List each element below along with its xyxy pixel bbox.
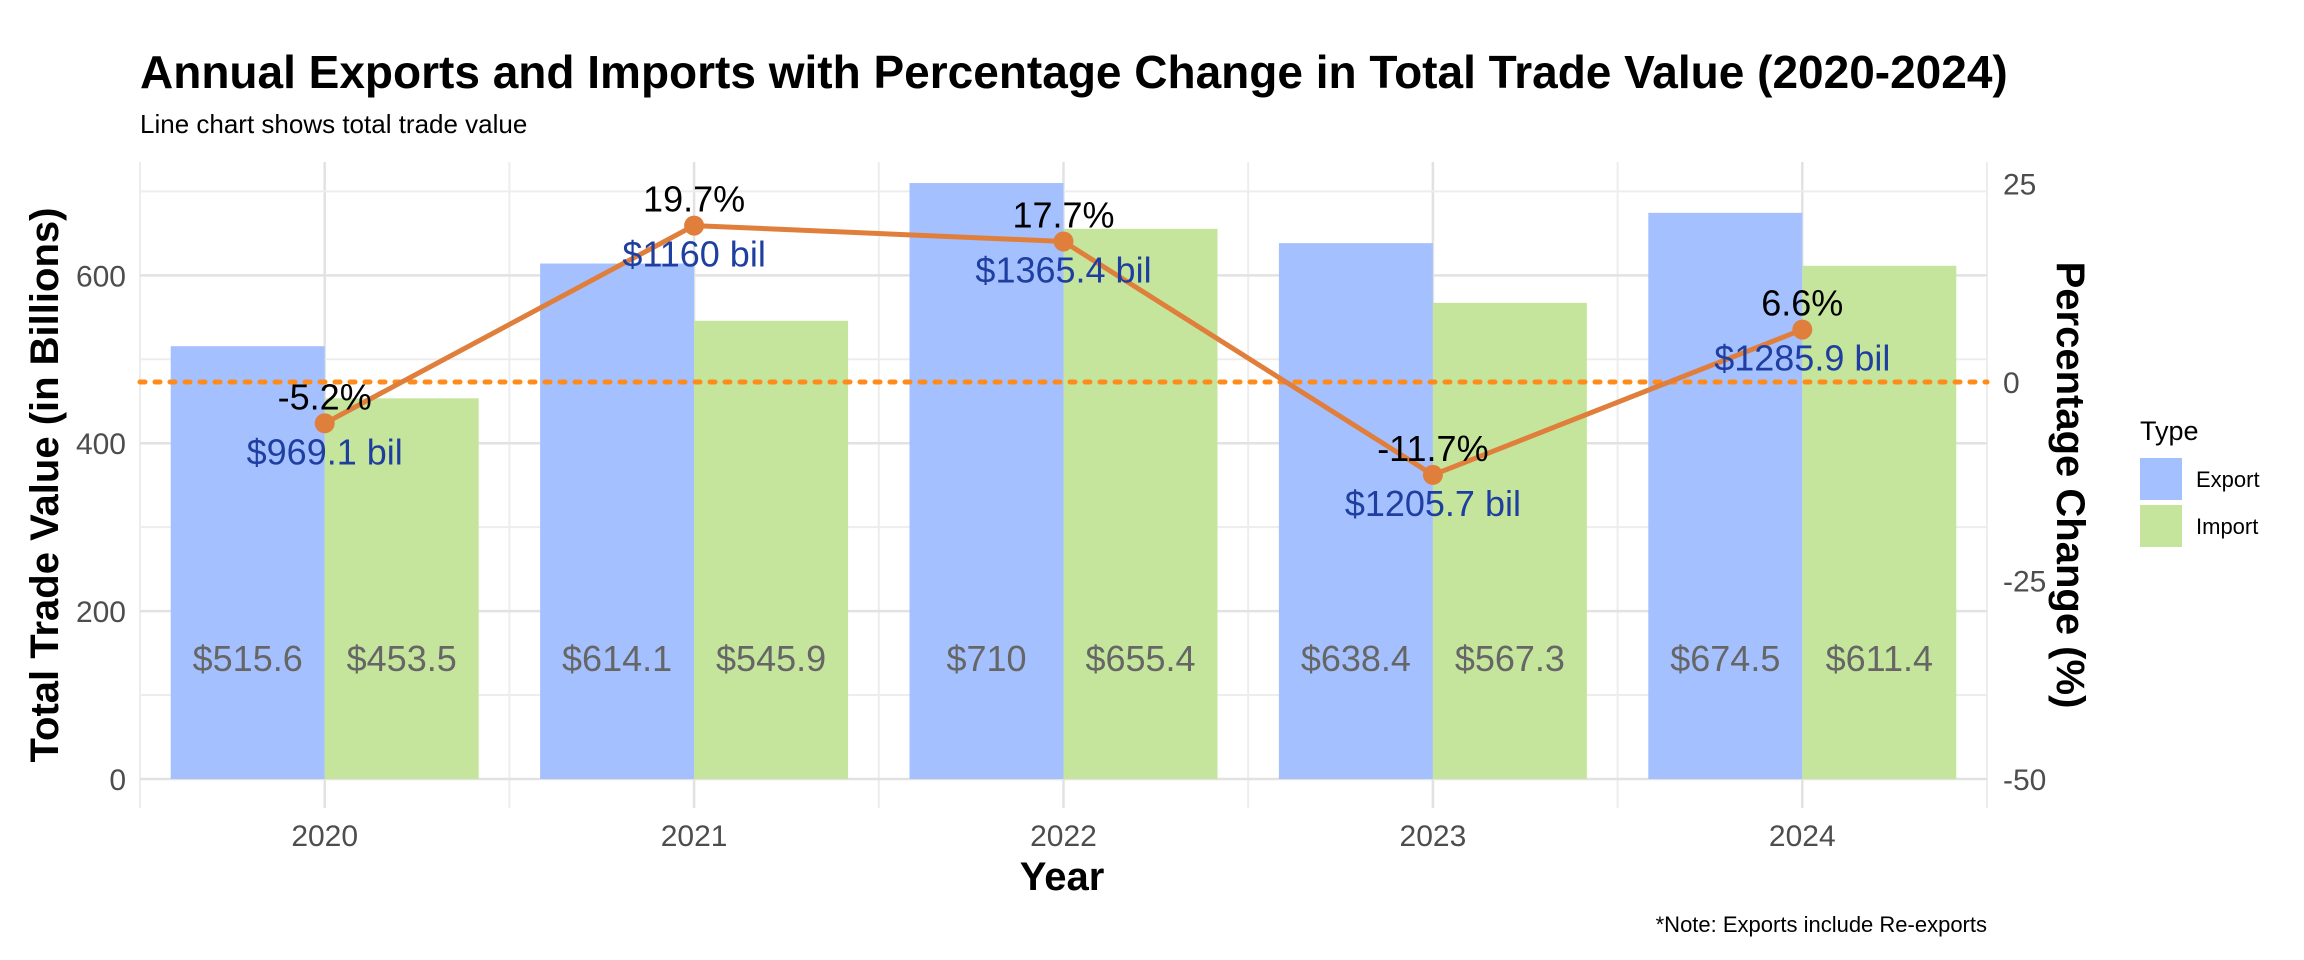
pct-point-2021 bbox=[684, 215, 705, 236]
bar-export-2020 bbox=[170, 346, 325, 779]
y2-axis-ticks: 25 0 -25 -50 bbox=[2003, 169, 2046, 798]
y-axis-title: Total Trade Value (in Billions) bbox=[23, 208, 67, 763]
bar-export-2021 bbox=[540, 263, 695, 779]
x-tick-label: 2020 bbox=[291, 820, 358, 853]
pct-label-2024: 6.6% bbox=[1761, 283, 1843, 324]
bar-value-labels: $515.6 $614.1 $710 $638.4 $674.5 $453.5 $545.9… bbox=[193, 638, 1933, 679]
line-labels: -5.2% $969.1 bil 19.7% $1160 bil 17.7% $1365.… bbox=[247, 179, 1891, 524]
x-axis-ticks: 2020 2021 2022 2023 2024 bbox=[291, 820, 1835, 853]
y2-tick-label: 0 bbox=[2003, 367, 2020, 400]
bars bbox=[170, 183, 1957, 779]
pct-point-2023 bbox=[1422, 464, 1443, 485]
y2-tick-label: -50 bbox=[2003, 764, 2046, 797]
chart-title: Annual Exports and Imports with Percenta… bbox=[140, 46, 2008, 98]
pct-point-2020 bbox=[314, 413, 335, 434]
pct-label-2023: -11.7% bbox=[1377, 428, 1488, 469]
bar-import-2022 bbox=[1063, 228, 1218, 779]
x-tick-label: 2023 bbox=[1400, 820, 1467, 853]
pct-label-2021: 19.7% bbox=[643, 179, 745, 220]
y-tick-label: 600 bbox=[76, 260, 126, 293]
total-label-2022: $1365.4 bil bbox=[975, 249, 1151, 290]
y2-axis-title: Percentage Change (%) bbox=[2048, 262, 2092, 709]
legend-label-import: Import bbox=[2196, 514, 2258, 539]
bar-export-2023 bbox=[1278, 243, 1433, 779]
bar-label-export-2022: $710 bbox=[946, 638, 1026, 679]
y-tick-label: 0 bbox=[109, 764, 126, 797]
bar-label-export-2023: $638.4 bbox=[1301, 638, 1411, 679]
total-label-2021: $1160 bil bbox=[622, 234, 765, 275]
pct-label-2020: -5.2% bbox=[278, 376, 372, 417]
y2-tick-label: -25 bbox=[2003, 566, 2046, 599]
bar-export-2022 bbox=[909, 183, 1064, 779]
pct-point-2024 bbox=[1792, 319, 1813, 340]
legend-key-export bbox=[2140, 458, 2182, 500]
total-label-2024: $1285.9 bil bbox=[1714, 338, 1890, 379]
total-label-2020: $969.1 bil bbox=[247, 431, 403, 472]
bar-export-2024 bbox=[1648, 212, 1803, 779]
x-tick-label: 2022 bbox=[1030, 820, 1097, 853]
bar-import-2021 bbox=[694, 320, 849, 779]
bar-label-import-2022: $655.4 bbox=[1085, 638, 1195, 679]
x-tick-label: 2021 bbox=[661, 820, 728, 853]
legend: Type Export Import bbox=[2140, 416, 2260, 547]
y2-tick-label: 25 bbox=[2003, 169, 2036, 202]
y-axis-ticks: 0 200 400 600 bbox=[76, 260, 126, 797]
pct-point-2022 bbox=[1053, 231, 1074, 252]
bar-label-import-2021: $545.9 bbox=[716, 638, 826, 679]
legend-label-export: Export bbox=[2196, 467, 2260, 492]
bar-import-2020 bbox=[324, 398, 479, 779]
x-tick-label: 2024 bbox=[1769, 820, 1836, 853]
pct-label-2022: 17.7% bbox=[1012, 194, 1114, 235]
legend-title: Type bbox=[2140, 416, 2199, 446]
bar-label-export-2024: $674.5 bbox=[1670, 638, 1780, 679]
bar-label-import-2020: $453.5 bbox=[347, 638, 457, 679]
bar-import-2023 bbox=[1432, 302, 1587, 779]
x-axis-title: Year bbox=[1020, 855, 1105, 899]
bar-import-2024 bbox=[1802, 265, 1957, 779]
chart-subtitle: Line chart shows total trade value bbox=[140, 109, 527, 139]
bar-label-import-2024: $611.4 bbox=[1826, 638, 1933, 679]
bar-label-export-2021: $614.1 bbox=[562, 638, 672, 679]
legend-key-import bbox=[2140, 505, 2182, 547]
chart-caption: *Note: Exports include Re-exports bbox=[1656, 912, 1987, 937]
bar-label-import-2023: $567.3 bbox=[1455, 638, 1565, 679]
bar-label-export-2020: $515.6 bbox=[193, 638, 303, 679]
total-trade-line bbox=[314, 215, 1813, 485]
total-label-2023: $1205.7 bil bbox=[1345, 483, 1521, 524]
y-tick-label: 400 bbox=[76, 428, 126, 461]
y-tick-label: 200 bbox=[76, 596, 126, 629]
